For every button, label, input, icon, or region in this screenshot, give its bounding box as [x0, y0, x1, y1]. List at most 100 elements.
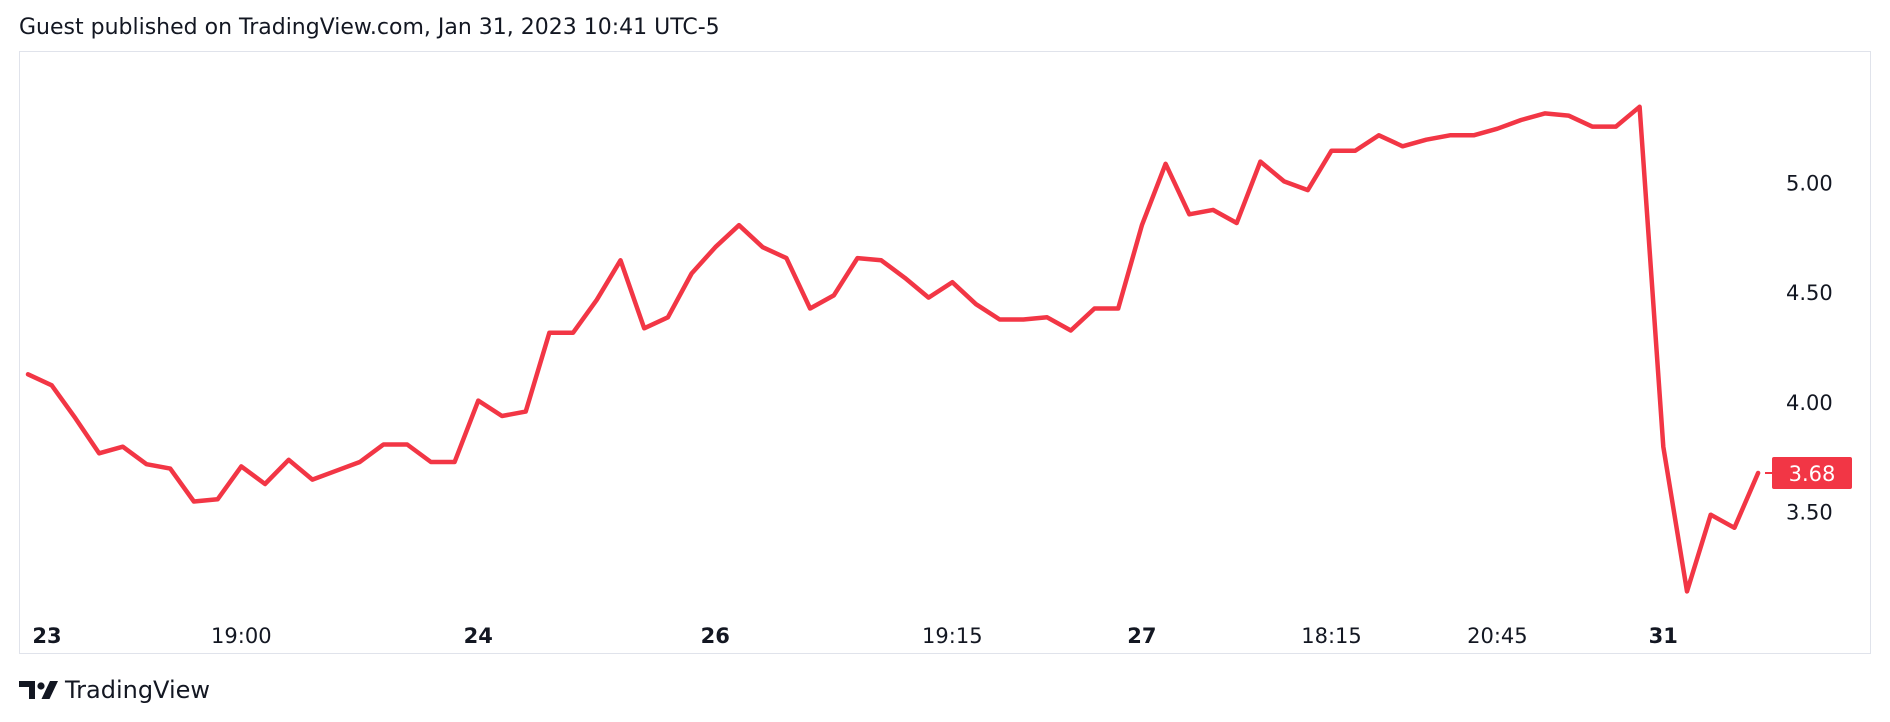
x-tick-label: 31 — [1649, 624, 1678, 648]
data-point — [310, 478, 314, 482]
publish-header: Guest published on TradingView.com, Jan … — [19, 15, 720, 40]
data-point — [879, 258, 883, 262]
data-point — [1519, 118, 1523, 122]
x-tick-label: 26 — [701, 624, 730, 648]
data-point — [808, 307, 812, 311]
data-point — [1164, 162, 1168, 166]
data-point — [761, 245, 765, 249]
data-point — [1306, 188, 1310, 192]
data-point — [1377, 133, 1381, 137]
data-point — [1140, 223, 1144, 227]
data-point — [192, 500, 196, 504]
data-point — [1709, 513, 1713, 517]
data-point — [500, 414, 504, 418]
data-point — [334, 469, 338, 473]
data-point — [1045, 315, 1049, 319]
data-point — [1495, 127, 1499, 131]
data-point — [595, 298, 599, 302]
data-point — [998, 318, 1002, 322]
last-price-badge — [1772, 457, 1852, 490]
data-point — [1401, 144, 1405, 148]
data-point — [1685, 589, 1689, 593]
x-tick-label: 19:15 — [922, 624, 983, 648]
data-point — [121, 445, 125, 449]
data-point — [97, 451, 101, 455]
data-point — [405, 443, 409, 447]
time-axis[interactable]: 23 19:00 24 26 19:15 27 18:15 20:45 31 — [32, 624, 1678, 648]
data-point — [26, 372, 30, 376]
data-point — [737, 223, 741, 227]
data-point — [1448, 133, 1452, 137]
series-line — [25, 104, 1761, 594]
data-point — [1187, 212, 1191, 216]
data-point — [287, 458, 291, 462]
data-point — [358, 460, 362, 464]
data-point — [1732, 526, 1736, 530]
y-tick-label: 3.50 — [1786, 500, 1833, 524]
data-point — [1472, 133, 1476, 137]
data-point — [1069, 329, 1073, 333]
data-point — [903, 276, 907, 280]
data-point — [1330, 149, 1334, 153]
data-point — [1543, 111, 1547, 115]
data-point — [547, 331, 551, 335]
data-point — [1661, 445, 1665, 449]
data-point — [524, 410, 528, 414]
data-point — [1021, 318, 1025, 322]
data-point — [382, 443, 386, 447]
x-tick-label: 20:45 — [1467, 624, 1528, 648]
data-point — [263, 482, 267, 486]
price-chart[interactable]: 5.00 4.50 4.00 3.50 23 19:00 24 26 19:15 27 18:15… — [20, 52, 1871, 654]
data-point — [856, 256, 860, 260]
data-point — [950, 280, 954, 284]
data-point — [642, 326, 646, 330]
chart-panel[interactable]: 5.00 4.50 4.00 3.50 23 19:00 24 26 19:15 27 18:15… — [19, 51, 1871, 654]
x-tick-label: 27 — [1127, 624, 1156, 648]
data-point — [1258, 160, 1262, 164]
data-point — [1638, 105, 1642, 109]
data-point — [429, 460, 433, 464]
data-point — [1235, 221, 1239, 225]
data-point — [1093, 307, 1097, 311]
data-point — [1424, 138, 1428, 142]
data-point — [1116, 307, 1120, 311]
data-point — [713, 245, 717, 249]
data-point — [1353, 149, 1357, 153]
data-point — [784, 256, 788, 260]
last-price-label: 3.68 — [1789, 462, 1836, 486]
data-point — [1567, 114, 1571, 118]
brand-name: TradingView — [65, 676, 211, 704]
data-point — [927, 296, 931, 300]
y-tick-label: 4.00 — [1786, 391, 1833, 415]
data-point — [974, 302, 978, 306]
data-point — [1756, 471, 1760, 475]
data-point — [1282, 179, 1286, 183]
tradingview-logo-icon — [19, 681, 58, 699]
data-point — [666, 315, 670, 319]
data-point — [832, 293, 836, 297]
x-tick-label: 18:15 — [1301, 624, 1362, 648]
data-point — [73, 416, 77, 420]
data-point — [145, 462, 149, 466]
data-point — [1211, 208, 1215, 212]
data-point — [619, 258, 623, 262]
y-tick-label: 5.00 — [1786, 172, 1833, 196]
x-tick-label: 24 — [464, 624, 493, 648]
x-tick-label: 19:00 — [211, 624, 272, 648]
x-tick-label: 23 — [32, 624, 61, 648]
data-point — [168, 467, 172, 471]
y-tick-label: 4.50 — [1786, 281, 1833, 305]
data-point — [453, 460, 457, 464]
data-point — [690, 272, 694, 276]
data-point — [1590, 125, 1594, 129]
data-point — [239, 464, 243, 468]
last-price-marker: 3.68 — [1765, 457, 1852, 490]
data-point — [1614, 125, 1618, 129]
tradingview-branding[interactable]: TradingView — [19, 675, 210, 705]
price-axis[interactable]: 5.00 4.50 4.00 3.50 — [1786, 172, 1833, 525]
price-series — [25, 104, 1761, 594]
data-point — [571, 331, 575, 335]
data-point — [476, 399, 480, 403]
data-point — [216, 497, 220, 501]
data-point — [50, 383, 54, 387]
